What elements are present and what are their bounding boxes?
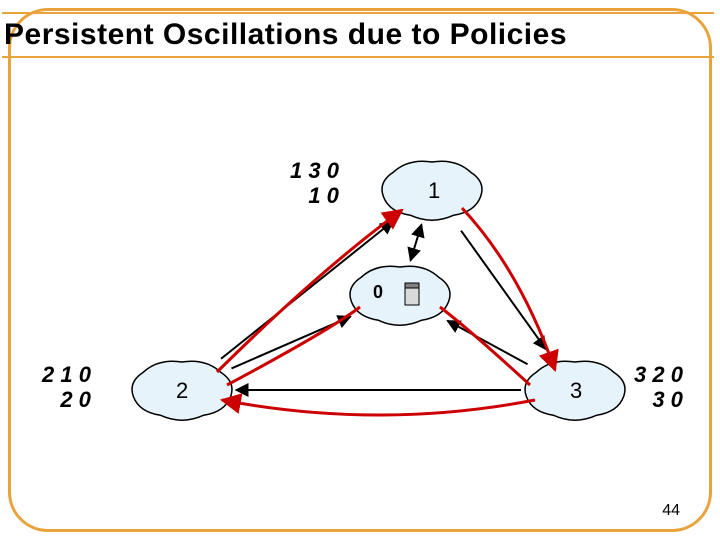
arc-1-3 [462,208,555,370]
edge-1-0 [410,224,421,260]
route-label-2: 2 1 0 2 0 [42,362,91,413]
origin-server-icon-top [405,283,419,288]
route-label-1: 1 3 0 1 0 [290,158,339,209]
node-3-label: 3 [570,378,582,404]
arc-2-0 [227,307,360,385]
node-0-label: 0 [373,282,383,303]
route-label-3: 3 2 0 3 0 [634,362,683,413]
page-number: 44 [662,502,680,520]
node-2-label: 2 [176,378,188,404]
cloud-0 [350,266,450,325]
edge-1-3 [461,231,546,350]
edge-3-0 [447,321,527,364]
arc-3-0 [440,307,530,385]
node-1-label: 1 [428,178,440,204]
diagram-svg [0,0,720,540]
arc-3-2 [222,400,535,415]
